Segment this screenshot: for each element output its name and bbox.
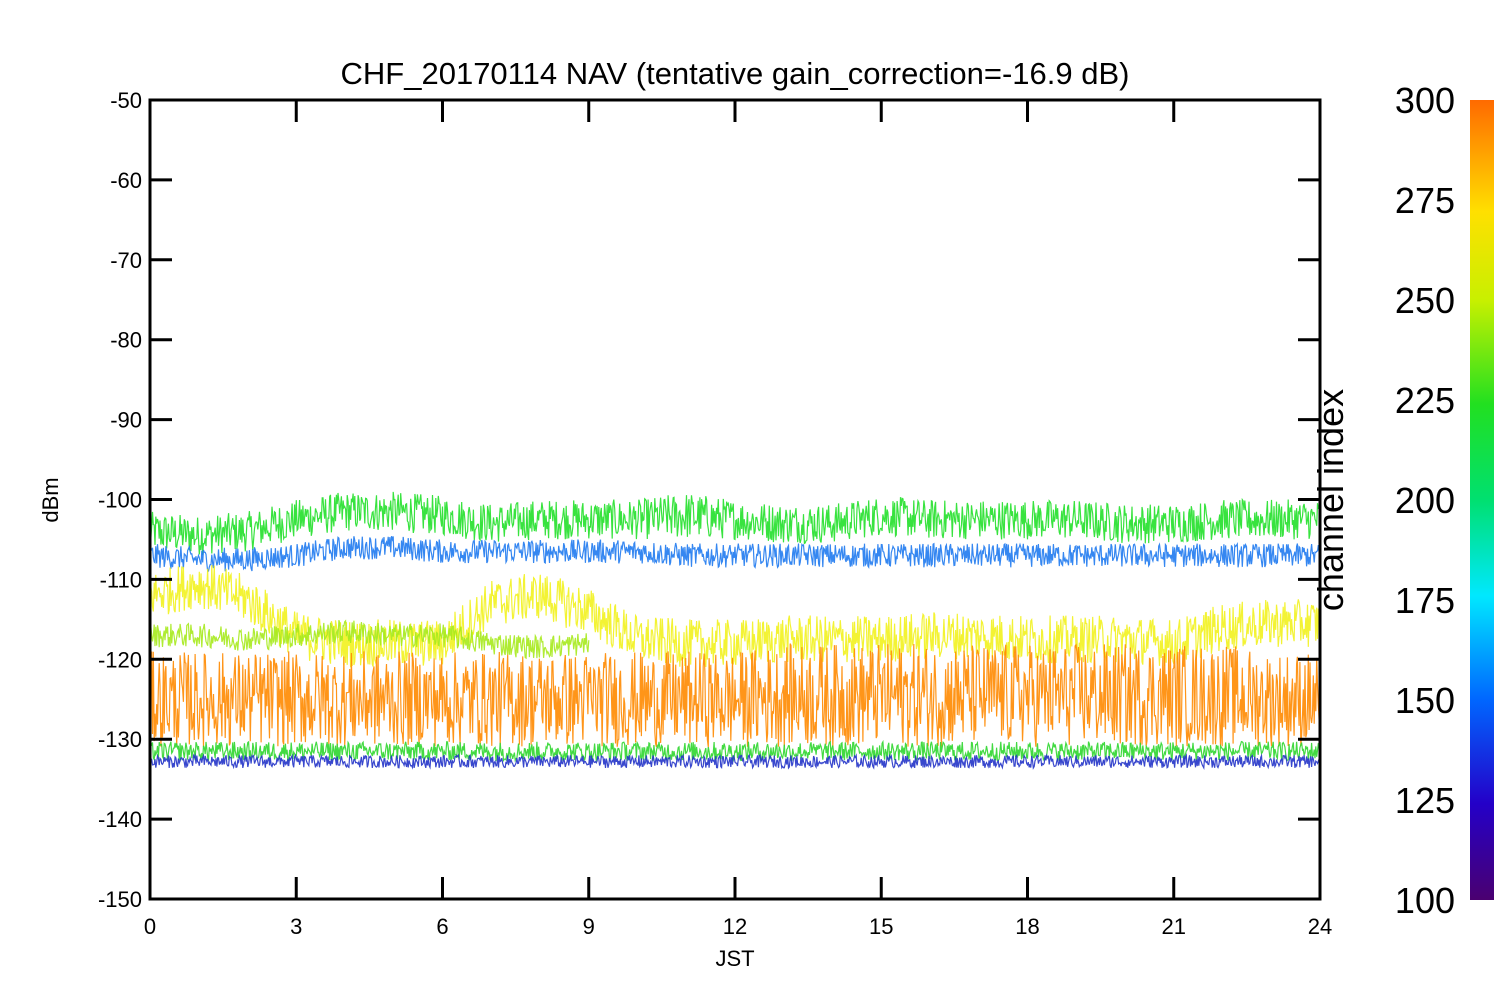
colorbar-tick-label: 125 [1395,780,1455,821]
series-trace-270 [150,564,1320,668]
y-tick-label: -90 [110,408,142,433]
x-tick-label: 15 [869,914,893,939]
colorbar-tick-label: 250 [1395,280,1455,321]
colorbar-gradient [1470,100,1494,900]
x-tick-label: 6 [436,914,448,939]
series-trace-155 [150,536,1320,573]
series-trace-260 [150,619,590,660]
y-tick-label: -70 [110,248,142,273]
series-trace-240 [150,739,1320,763]
chart-title: CHF_20170114 NAV (tentative gain_correct… [341,56,1130,91]
x-tick-label: 18 [1015,914,1039,939]
colorbar-tick-label: 275 [1395,180,1455,221]
colorbar-tick-label: 100 [1395,880,1455,921]
series-trace-230 [150,491,1320,555]
x-tick-label: 9 [583,914,595,939]
x-tick-label: 3 [290,914,302,939]
colorbar-tick-label: 150 [1395,680,1455,721]
y-tick-label: -60 [110,168,142,193]
y-tick-label: -130 [98,727,142,752]
y-tick-label: -110 [100,567,142,592]
x-tick-label: 21 [1162,914,1186,939]
x-tick-label: 24 [1308,914,1332,939]
data-layer [150,491,1320,771]
colorbar-ticks: 300 275 250 225 200 175 150 125 100 [1395,80,1455,921]
colorbar: 300 275 250 225 200 175 150 125 100 channel inde… [1310,80,1494,921]
y-tick-label: -150 [98,887,142,912]
colorbar-label: channel index [1310,389,1351,611]
y-axis-label: dBm [38,477,63,522]
y-tick-label: -140 [98,807,142,832]
y-tick-label: -100 [98,488,142,513]
y-tick-label: -120 [98,647,142,672]
series-trace-140 [150,753,1320,771]
colorbar-tick-label: 175 [1395,580,1455,621]
y-tick-label: -80 [110,328,142,353]
colorbar-tick-label: 225 [1395,380,1455,421]
series-trace-285 [150,643,1320,748]
x-tick-label: 12 [723,914,747,939]
x-axis-label: JST [715,946,754,971]
colorbar-tick-label: 300 [1395,80,1455,121]
y-tick-label: -50 [110,88,142,113]
colorbar-tick-label: 200 [1395,480,1455,521]
tick-layer: 0 3 6 9 12 15 18 21 24 -50 -60 -70 -80 -90 -100 -110 -12… [98,88,1332,939]
x-tick-label: 0 [144,914,156,939]
